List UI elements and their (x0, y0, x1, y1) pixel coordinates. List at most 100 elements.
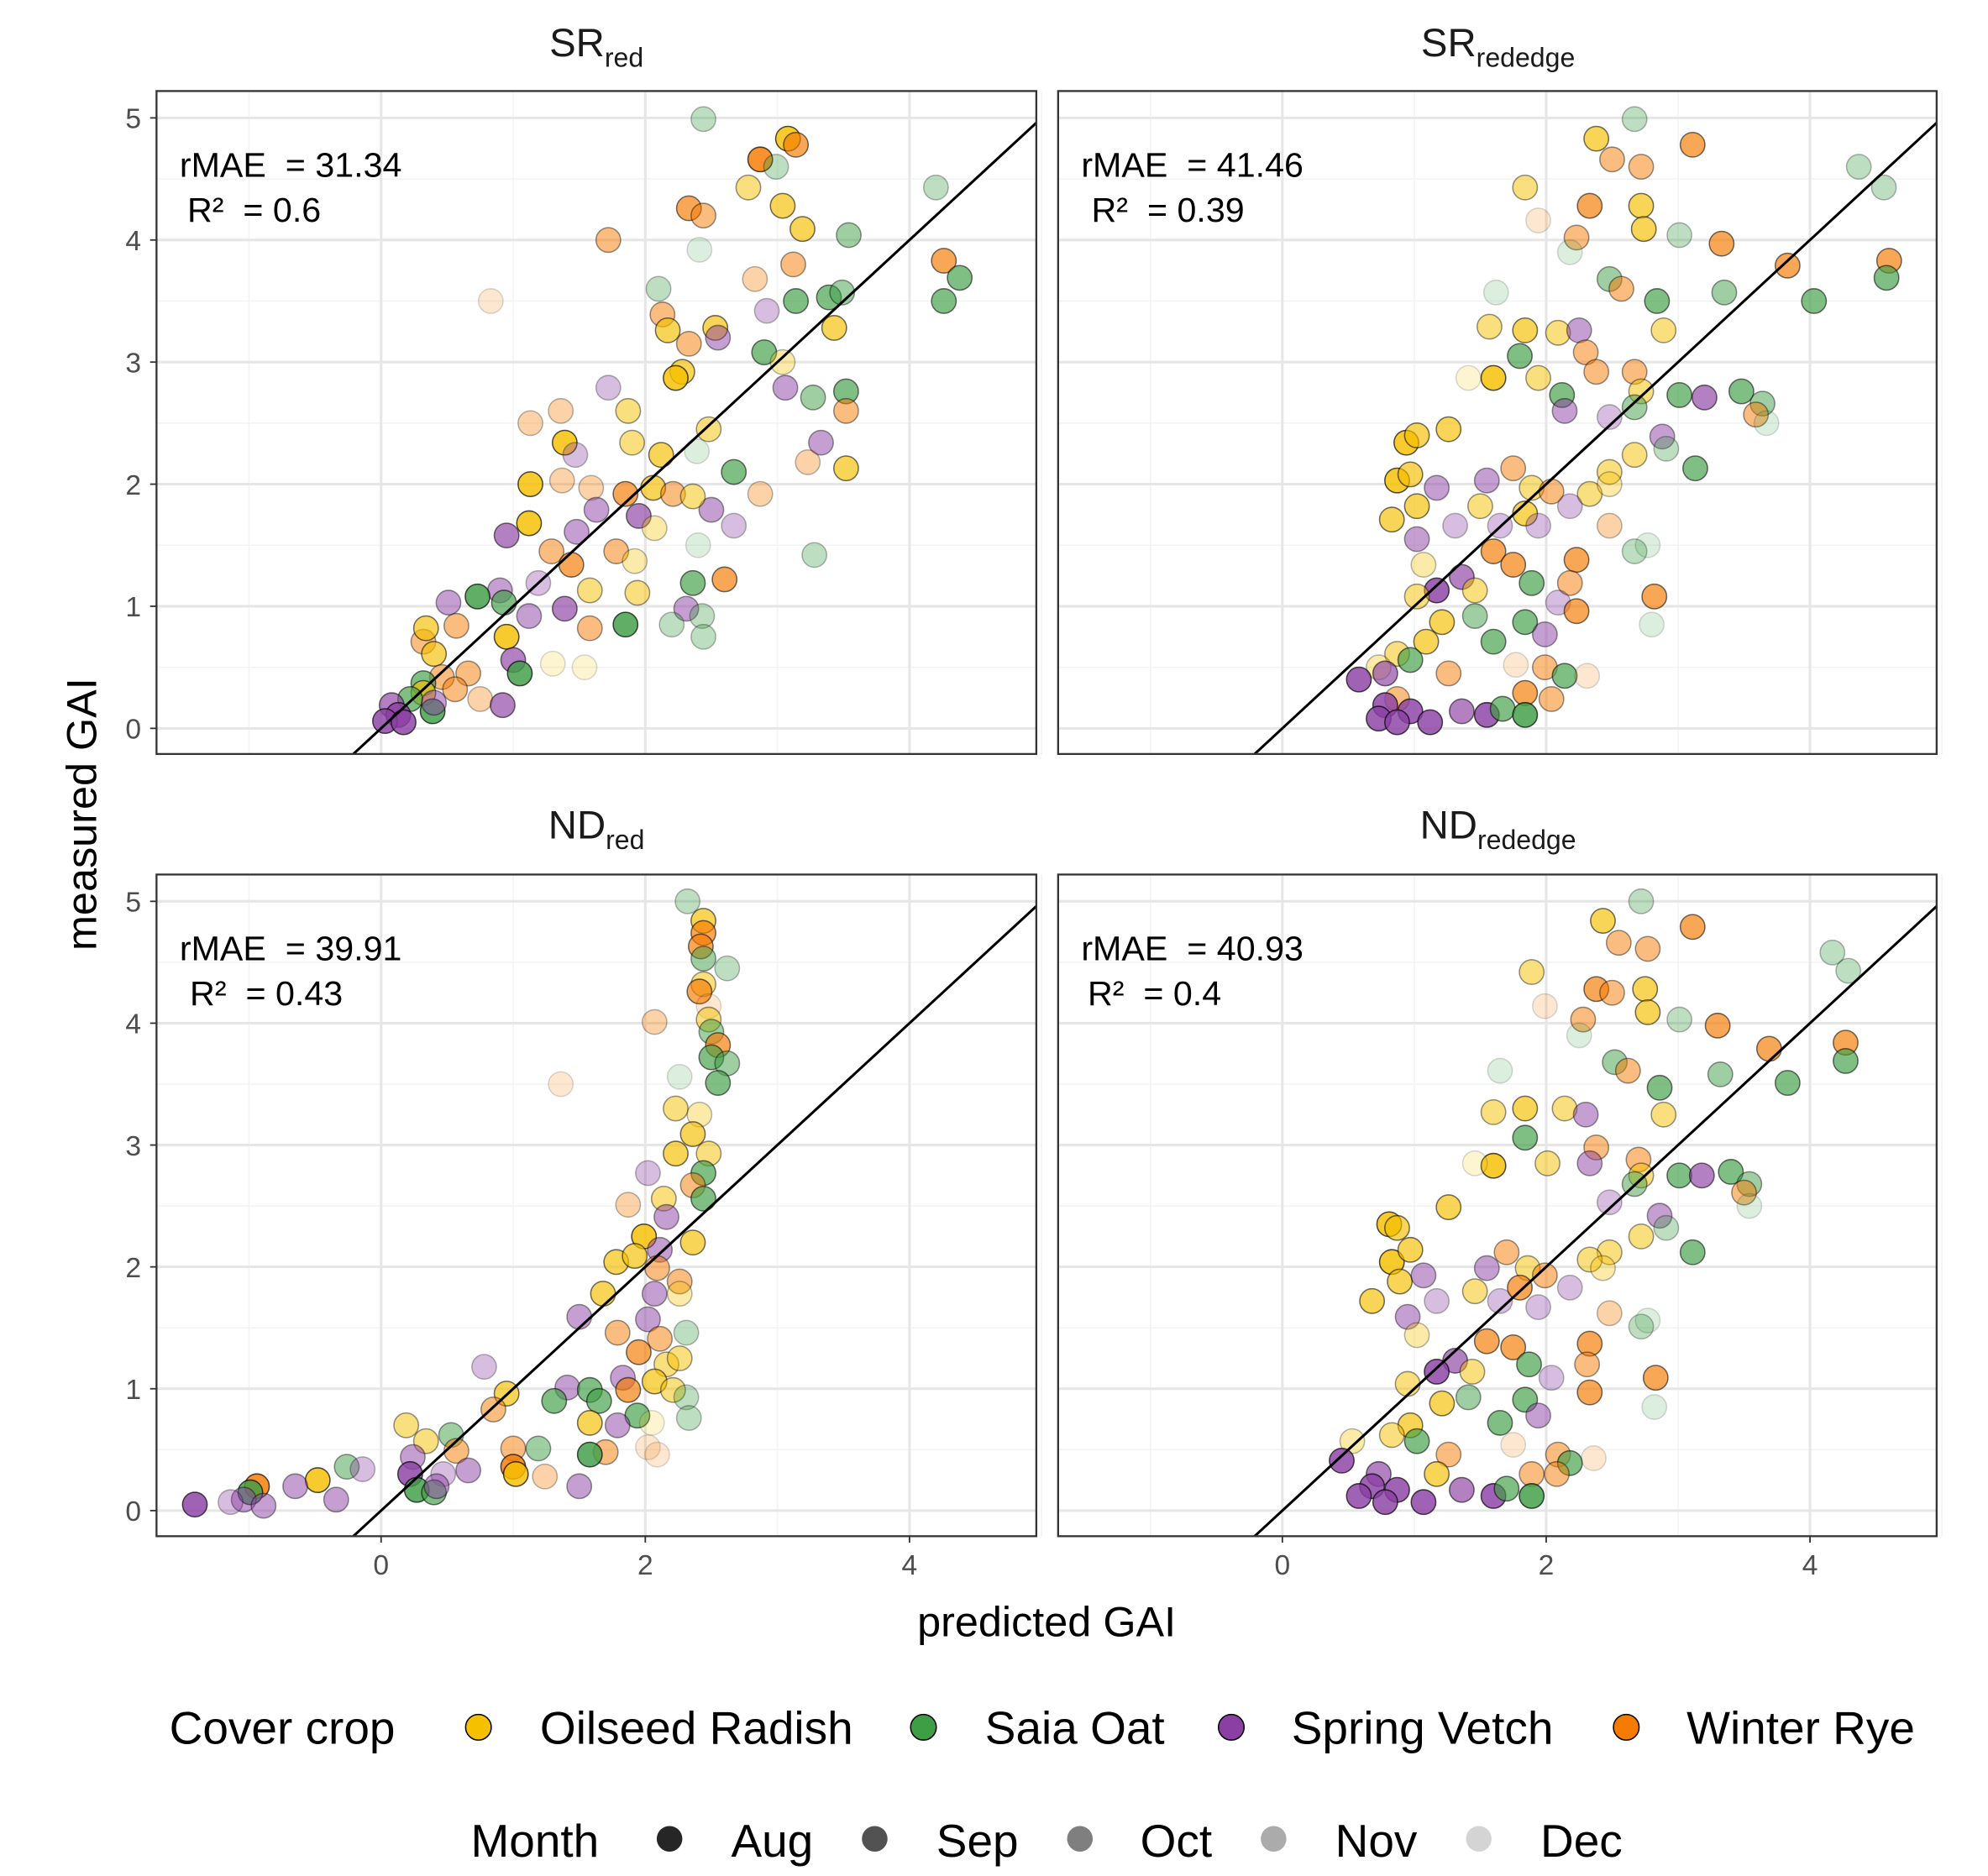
data-point (1731, 1179, 1757, 1206)
data-point (517, 471, 543, 497)
data-point (1628, 1223, 1655, 1250)
data-point (1563, 224, 1590, 251)
data-point (763, 154, 789, 180)
data-point (1574, 663, 1601, 689)
data-point (684, 438, 711, 464)
data-point (467, 686, 494, 712)
data-point (638, 1409, 665, 1436)
data-point (1461, 577, 1488, 604)
data-point (490, 692, 516, 719)
r2-label: R² = 0.4 (1088, 974, 1221, 1013)
data-point (647, 1325, 674, 1352)
data-point (1387, 1268, 1414, 1295)
data-point (1556, 238, 1583, 265)
data-point (1736, 1192, 1763, 1219)
x-tick-label: 0 (373, 1550, 389, 1581)
data-point (1845, 154, 1872, 180)
panel-border (155, 873, 1038, 1538)
data-point (1576, 1150, 1603, 1176)
data-point (1641, 1394, 1668, 1420)
data-point (1634, 532, 1661, 558)
legend-key-oilseed-radish (464, 1713, 492, 1741)
data-point (1531, 993, 1558, 1019)
data-point (551, 595, 578, 622)
data-point (679, 1121, 706, 1147)
data-point (1473, 1328, 1500, 1355)
panel-sr-rededge (1057, 90, 1943, 756)
data-point (1507, 1274, 1533, 1301)
data-point (1873, 265, 1900, 291)
legend-label-oilseed-radish: Oilseed Radish (540, 1702, 853, 1754)
data-point (1424, 474, 1450, 501)
data-point (578, 474, 605, 501)
data-point (490, 590, 517, 616)
data-point (1467, 493, 1493, 520)
panel-title-sr-red: SRred (549, 21, 643, 72)
legend-label-winter-rye: Winter Rye (1686, 1702, 1915, 1754)
data-point (641, 1281, 668, 1307)
data-point (464, 583, 490, 610)
data-point (1743, 401, 1770, 428)
data-point (1590, 1255, 1616, 1281)
data-point (1572, 1101, 1599, 1128)
data-point (1512, 1095, 1539, 1122)
data-point (673, 595, 700, 622)
data-point (742, 265, 768, 292)
data-point (181, 1491, 208, 1518)
data-point (1372, 1489, 1398, 1516)
data-point (679, 569, 706, 596)
data-point (1556, 569, 1583, 596)
data-point (622, 548, 648, 574)
data-point (480, 1397, 506, 1423)
one-to-one-line (352, 122, 1036, 754)
data-point (304, 1467, 331, 1494)
data-point (663, 1140, 689, 1167)
x-tick-label: 0 (1275, 1550, 1291, 1581)
data-point (423, 1473, 450, 1500)
data-point (624, 579, 651, 606)
legend-title-cover-crop: Cover crop (170, 1702, 396, 1754)
x-axis-title: predicted GAI (917, 1597, 1176, 1645)
data-point (1605, 930, 1632, 956)
data-point (1410, 1262, 1437, 1289)
data-point (576, 615, 603, 642)
data-point (1410, 552, 1437, 578)
data-point (1576, 1379, 1603, 1406)
data-point (1429, 609, 1456, 636)
data-point (1644, 288, 1671, 314)
data-point (666, 1063, 693, 1090)
data-point (1707, 1061, 1734, 1087)
data-point (548, 467, 575, 494)
legend-key-aug (656, 1826, 683, 1852)
panel-sr-red: 0 1 2 3 4 5 (125, 90, 1042, 756)
data-point (659, 1376, 686, 1403)
data-point (808, 429, 834, 456)
data-point (1634, 935, 1661, 962)
data-point (705, 1070, 732, 1096)
data-point (1728, 378, 1755, 405)
y-tick-label: 2 (125, 470, 141, 501)
y-tick-label: 3 (125, 1131, 141, 1162)
data-point (506, 660, 533, 687)
data-point (443, 612, 469, 639)
data-point (1708, 230, 1735, 257)
data-point (1329, 1447, 1355, 1474)
data-point (772, 375, 799, 401)
one-to-one-line (352, 905, 1036, 1537)
data-point (541, 1387, 568, 1414)
data-point (1397, 1236, 1424, 1263)
data-point (721, 512, 747, 539)
data-point (1480, 1152, 1507, 1179)
data-point (1487, 1409, 1513, 1436)
data-point (1493, 1239, 1520, 1266)
data-point (769, 348, 796, 375)
data-point (595, 375, 622, 401)
data-point (1833, 1048, 1859, 1074)
data-point (1704, 1012, 1731, 1039)
data-point (1403, 583, 1430, 610)
data-point (595, 227, 622, 254)
reference-line-group (1253, 122, 1937, 754)
y-tick-label: 4 (125, 226, 141, 257)
data-point (1384, 1214, 1410, 1241)
data-point (1525, 207, 1551, 233)
